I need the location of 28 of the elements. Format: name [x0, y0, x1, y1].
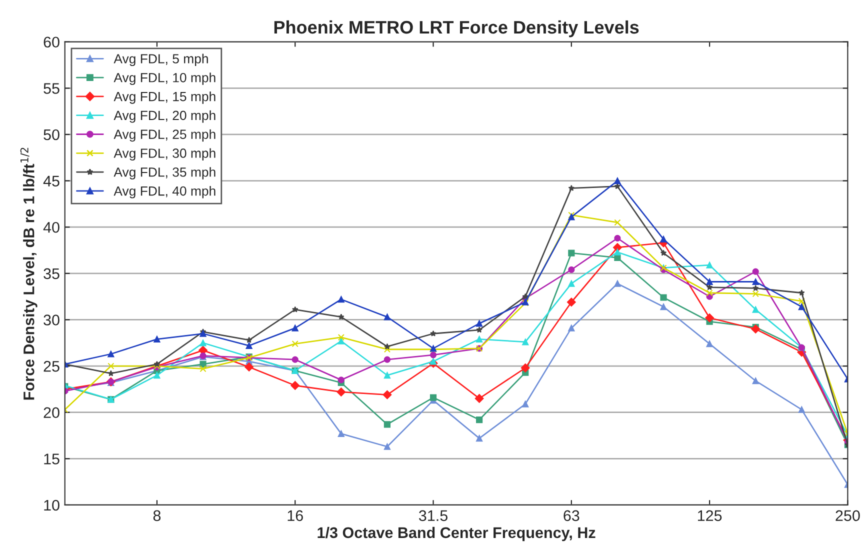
x-tick-label: 31.5 [418, 510, 448, 522]
y-tick-label: 40 [43, 222, 60, 233]
y-tick-label: 25 [44, 360, 60, 372]
y-axis-title: Force Density Level, dB re 1 lb/ft$^{1/2}$ [20, 148, 38, 400]
y-tick-label: 15 [44, 454, 60, 464]
y-tick-label: 45 [43, 176, 60, 186]
y-tick-label: 60 [44, 36, 60, 48]
legend-label: Avg FDL, 35 mph [114, 167, 216, 180]
x-tick-label: 125 [698, 510, 722, 522]
chart-title: Phoenix METRO LRT Force Density Levels [274, 20, 639, 38]
x-tick-label: 63 [564, 510, 580, 522]
legend-label: Avg FDL, 20 mph [114, 110, 216, 123]
y-tick-label: 30 [44, 314, 60, 326]
y-tick-label: 10 [44, 500, 60, 511]
legend-label: Avg FDL, 10 mph [114, 72, 216, 85]
x-axis-title: 1/3 Octave Band Center Frequency, Hz [318, 526, 596, 542]
x-tick-label: 250 [836, 510, 860, 522]
y-tick-label: 35 [44, 268, 60, 280]
legend-label: Avg FDL, 5 mph [114, 54, 208, 66]
y-tick-label: 50 [44, 129, 60, 140]
y-tick-label: 55 [44, 83, 60, 94]
legend-label: Avg FDL, 25 mph [114, 129, 216, 142]
legend-label: Avg FDL, 40 mph [114, 186, 216, 198]
legend-label: Avg FDL, 15 mph [114, 92, 216, 104]
legend-label: Avg FDL, 30 mph [114, 148, 216, 161]
y-tick-label: 20 [44, 407, 60, 418]
x-tick-label: 8 [153, 510, 161, 522]
x-tick-label: 16 [288, 510, 303, 522]
